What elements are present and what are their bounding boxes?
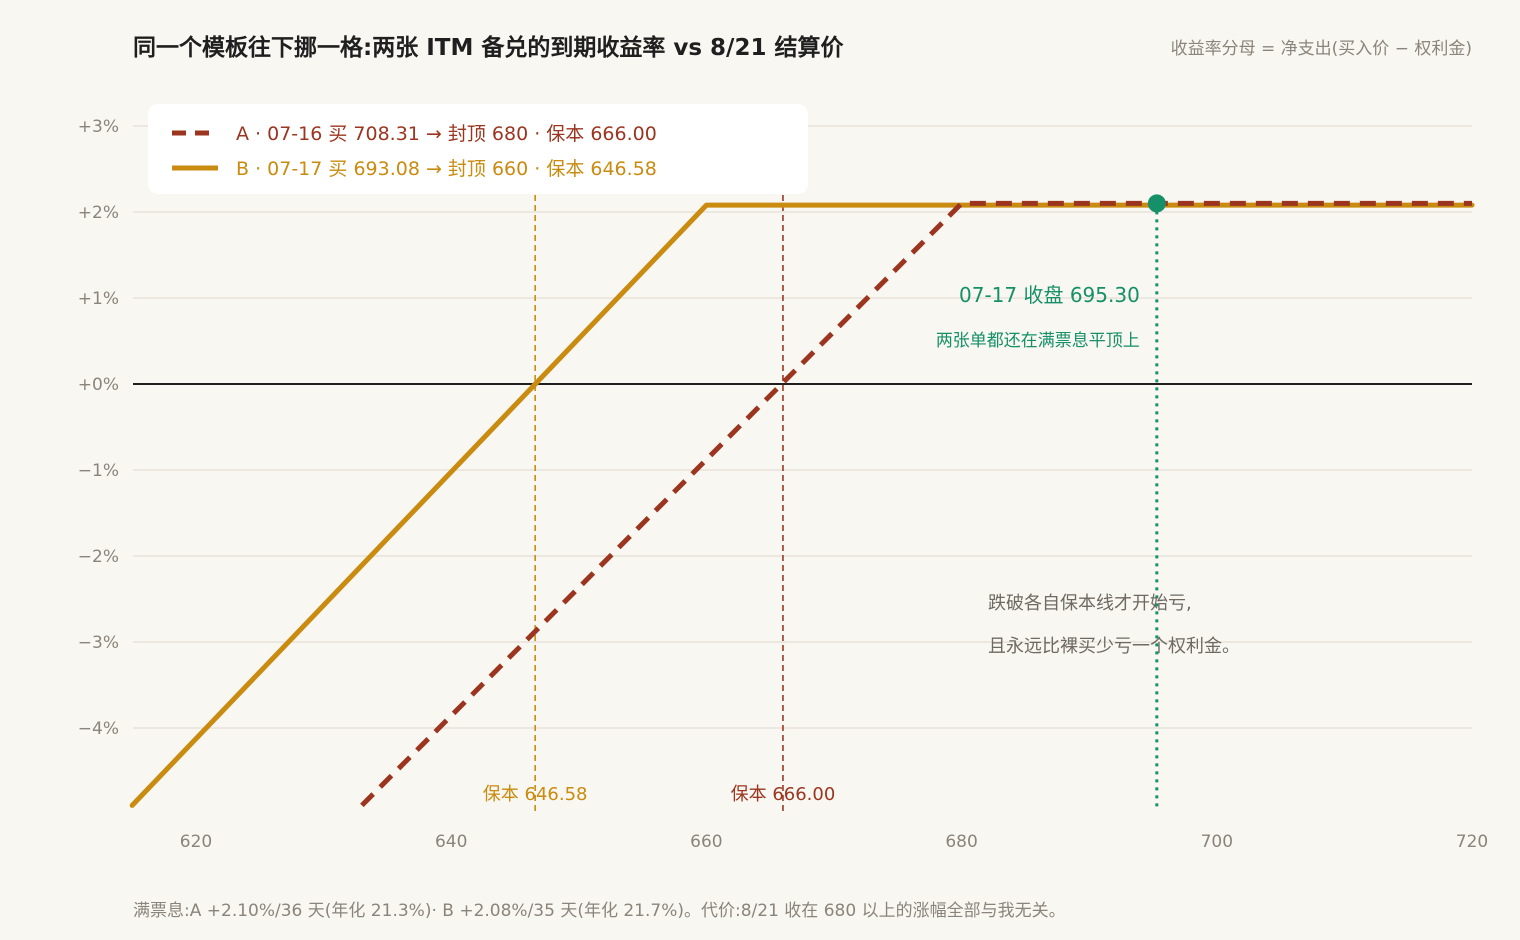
gridlines bbox=[133, 125, 1472, 729]
x-axis-ticks: 620 640 660 680 700 720 bbox=[180, 832, 1488, 852]
y-tick-label: +3% bbox=[78, 117, 119, 137]
annotation-line: 跌破各自保本线才开始亏, bbox=[988, 593, 1192, 614]
spot-close-sublabel: 两张单都还在满票息平顶上 bbox=[936, 331, 1140, 351]
x-tick-label: 700 bbox=[1201, 832, 1233, 852]
legend: A · 07-16 买 708.31 → 封顶 680 · 保本 666.00 … bbox=[148, 104, 808, 194]
series-lines bbox=[129, 194, 1475, 808]
x-tick-label: 720 bbox=[1456, 832, 1488, 852]
spot-close-marker bbox=[1147, 194, 1166, 213]
y-tick-label: +0% bbox=[78, 375, 119, 395]
y-tick-label: −2% bbox=[78, 547, 119, 567]
x-tick-label: 680 bbox=[945, 832, 977, 852]
breakeven-label-b: 保本 646.58 bbox=[483, 784, 588, 805]
y-tick-label: −4% bbox=[78, 719, 119, 739]
denominator-note: 收益率分母 = 净支出(买入价 − 权利金) bbox=[1170, 39, 1472, 59]
x-tick-label: 640 bbox=[435, 832, 467, 852]
y-tick-label: +1% bbox=[78, 289, 119, 309]
reference-lines: 保本 646.58 保本 666.00 07-17 收盘 695.30 两张单都还在满… bbox=[483, 185, 1159, 815]
series-b-line bbox=[129, 202, 1475, 808]
annotations: 跌破各自保本线才开始亏, 且永远比裸买少亏一个权利金。 bbox=[988, 593, 1240, 657]
legend-label-b: B · 07-17 买 693.08 → 封顶 660 · 保本 646.58 bbox=[236, 158, 657, 180]
legend-label-a: A · 07-16 买 708.31 → 封顶 680 · 保本 666.00 bbox=[236, 123, 657, 145]
x-tick-label: 660 bbox=[690, 832, 722, 852]
y-tick-label: +2% bbox=[78, 203, 119, 223]
series-a-line bbox=[360, 200, 1472, 808]
chart-title: 同一个模板往下挪一格:两张 ITM 备兑的到期收益率 vs 8/21 结算价 bbox=[133, 35, 844, 61]
spot-close-label: 07-17 收盘 695.30 bbox=[959, 283, 1140, 307]
breakeven-label-a: 保本 666.00 bbox=[731, 784, 836, 805]
annotation-line: 且永远比裸买少亏一个权利金。 bbox=[988, 636, 1240, 657]
y-tick-label: −3% bbox=[78, 633, 119, 653]
y-axis-ticks: +3% +2% +1% +0% −1% −2% −3% −4% bbox=[78, 117, 119, 739]
y-tick-label: −1% bbox=[78, 461, 119, 481]
x-tick-label: 620 bbox=[180, 832, 212, 852]
legend-box bbox=[148, 104, 808, 194]
footer-note: 满票息:A +2.10%/36 天(年化 21.3%)· B +2.08%/35… bbox=[133, 901, 1066, 921]
